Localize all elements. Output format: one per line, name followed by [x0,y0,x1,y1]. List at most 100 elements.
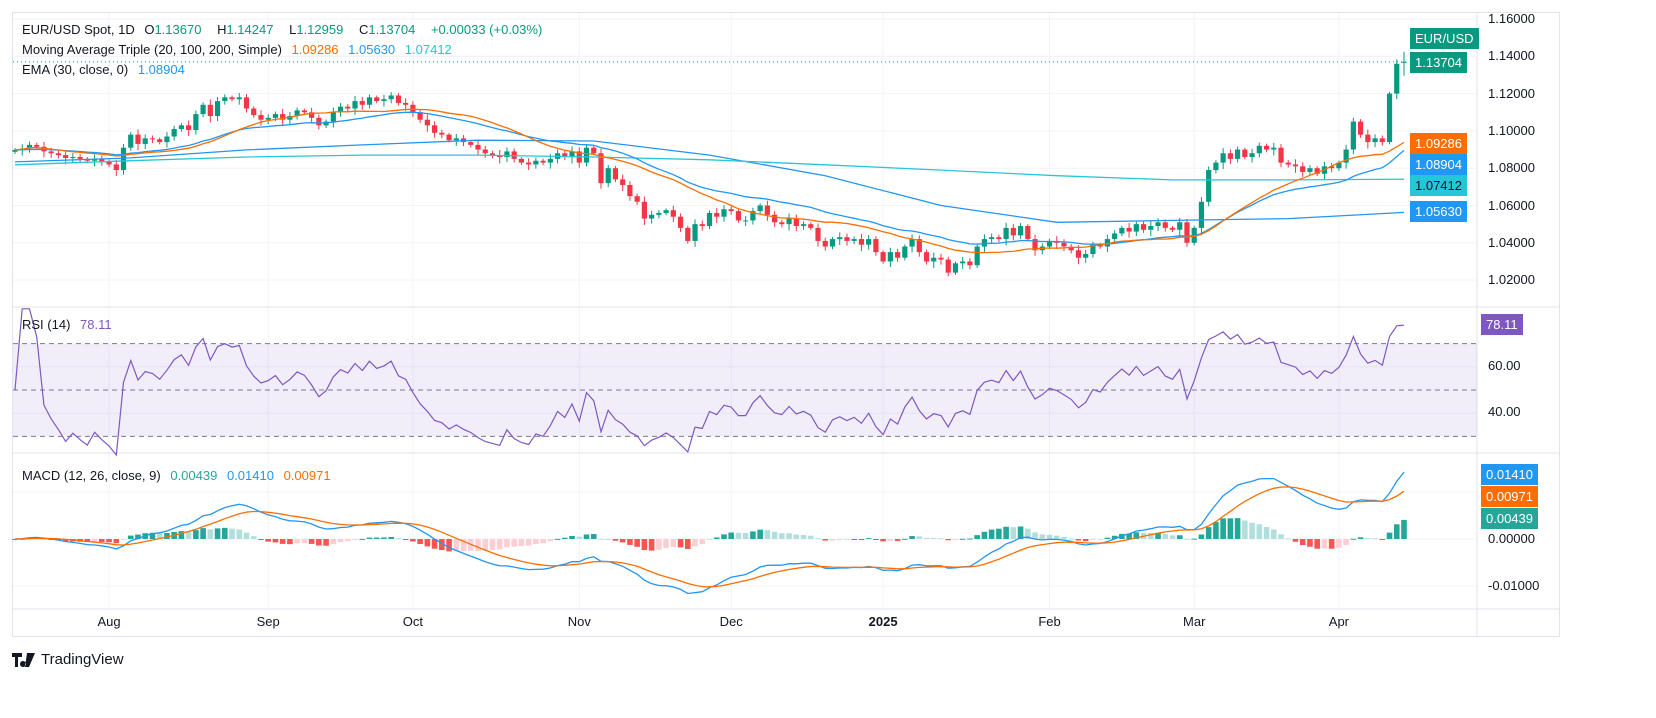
macd-histogram-bar [1234,518,1241,539]
price-tick: 1.14000 [1488,48,1535,63]
candle-body [381,99,387,102]
macd-histogram-bar [1205,527,1212,539]
candle-body [424,119,430,126]
macd-histogram-bar [84,539,91,543]
macd-histogram-bar [424,539,431,547]
ema-value: 1.08904 [137,62,185,77]
candle-body [1401,61,1407,63]
candle-body [193,114,199,130]
hist-tag: 0.00439 [1481,508,1538,529]
macd-histogram-bar [1292,539,1299,542]
macd-histogram-bar [1372,538,1378,540]
macd-histogram-bar [684,539,691,549]
ma20-value: 1.09286 [291,42,339,57]
candle-body [294,110,300,116]
macd-histogram-bar [207,529,214,539]
macd-histogram-bar [1010,527,1017,539]
macd-histogram-bar [1321,539,1328,549]
chart-frame [12,12,1560,637]
candle-body [663,210,669,213]
candle-body [120,147,127,171]
macd-histogram-bar [996,528,1002,539]
macd-histogram-bar [1263,526,1270,539]
candle-body [309,112,315,118]
candle-body [1394,63,1400,94]
macd-histogram-bar [446,539,452,552]
candle-body [1271,147,1277,150]
macd-histogram-bar [1111,535,1118,539]
macd-histogram-bar [395,538,402,540]
macd-histogram-bar [590,534,597,539]
candle-body [743,220,749,222]
macd-line [14,471,1405,595]
candle-body [164,136,170,143]
candle-body [1155,222,1161,227]
ema-legend[interactable]: EMA (30, close, 0) 1.08904 [22,62,191,77]
candle-body [1343,149,1349,163]
macd-histogram-bar [12,539,18,540]
candle-body [301,110,307,113]
ma-triple-legend[interactable]: Moving Average Triple (20, 100, 200, Sim… [22,42,458,57]
macd-histogram-bar [598,538,604,540]
candle-body [330,112,336,122]
close-value: 1.13704 [368,22,416,37]
candle-body [55,153,62,156]
macd-histogram-bar [1299,539,1306,546]
candle-body [1162,222,1168,228]
macd-histogram-bar [1032,532,1038,539]
macd-histogram-bar [967,538,973,540]
sma100-line [14,139,1405,223]
macd-histogram-bar [938,538,944,540]
candle-body [280,114,286,120]
candle-body [1126,227,1132,232]
macd-histogram-bar [576,536,583,539]
candle-body [359,101,365,105]
macd-histogram-bar [352,539,358,540]
signal-tag: 0.00971 [1481,486,1538,507]
candle-body [1177,222,1183,230]
macd-histogram-bar [851,538,857,540]
macd-histogram-bar [1119,533,1125,539]
ema-tag: 1.08904 [1410,154,1467,175]
macd-histogram-bar [243,532,250,539]
candle-body [200,104,206,115]
candle-body [207,104,213,116]
candle-body [1329,166,1335,169]
macd-histogram-bar [1039,534,1046,539]
candle-body [446,134,452,141]
macd-histogram-bar [764,530,771,539]
candle-body [880,252,886,262]
macd-legend[interactable]: MACD (12, 26, close, 9) 0.00439 0.01410 … [22,468,337,483]
tradingview-logo[interactable]: TradingView [12,651,124,668]
macd-histogram-bar [200,528,206,539]
macd-histogram-bar [344,539,351,542]
macd-histogram-bar [1213,522,1219,539]
macd-histogram-bar [793,534,800,539]
macd-histogram-bar [91,539,98,542]
macd-histogram-bar [1075,539,1082,541]
macd-histogram-bar [1126,533,1132,539]
candle-body [815,227,821,241]
candle-body [366,97,373,105]
macd-histogram-bar [265,539,272,542]
candle-body [1003,227,1009,240]
candle-body [1235,149,1241,159]
candle-body [786,218,792,225]
candle-body [692,224,698,241]
rsi-legend[interactable]: RSI (14) 78.11 [22,317,118,332]
high-value: 1.14247 [226,22,274,37]
price-tick: 1.10000 [1488,123,1535,138]
candle-body [844,237,850,241]
candle-body [388,95,394,100]
macd-histogram-bar [402,539,409,540]
ma200-value: 1.07412 [404,42,452,57]
rsi-tag: 78.11 [1481,314,1523,335]
ma200-tag: 1.07412 [1410,175,1467,196]
time-tick: Oct [402,614,424,629]
candle-body [714,212,720,217]
macd-histogram-bar [366,537,373,539]
candle-body [1046,240,1053,247]
macd-histogram-bar [431,539,438,549]
close-label: C [358,22,369,37]
